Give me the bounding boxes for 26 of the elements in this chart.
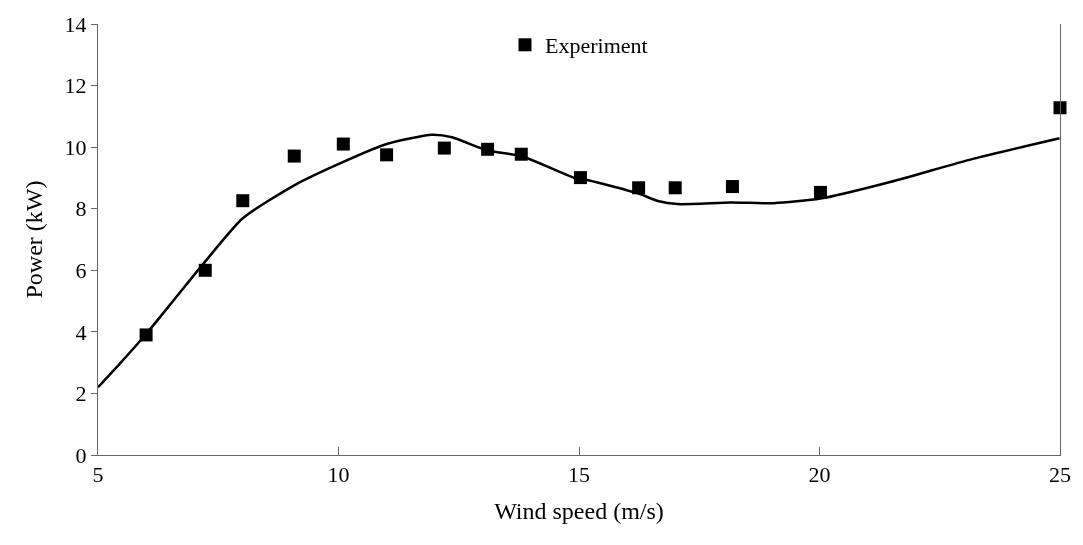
point: [1053, 101, 1067, 115]
point: [198, 263, 212, 277]
x-axis-title: Wind speed (m/s): [494, 497, 664, 524]
y-tick-label: 12: [64, 73, 87, 99]
point: [336, 137, 350, 151]
y-tick-label: 2: [75, 381, 87, 407]
point: [437, 141, 451, 155]
y-tick-label: 0: [75, 442, 87, 468]
y-tick-label: 6: [75, 257, 87, 283]
legend-label: Experiment: [545, 33, 648, 59]
x-tick-label: 20: [808, 462, 831, 488]
x-tick-label: 10: [327, 462, 350, 488]
point: [287, 149, 301, 163]
point: [236, 194, 250, 208]
point: [725, 180, 739, 194]
y-tick-label: 10: [64, 134, 87, 160]
x-tick-label: 5: [92, 462, 104, 488]
y-tick-label: 8: [75, 196, 87, 222]
y-tick-label: 14: [64, 11, 87, 37]
point: [668, 181, 682, 195]
x-tick-label: 25: [1049, 462, 1071, 488]
y-tick-label: 4: [75, 319, 87, 345]
y-axis-title: Power (kW): [20, 180, 47, 299]
line-series: [98, 133, 1060, 389]
x-tick-label: 15: [568, 462, 590, 488]
point: [380, 148, 394, 162]
